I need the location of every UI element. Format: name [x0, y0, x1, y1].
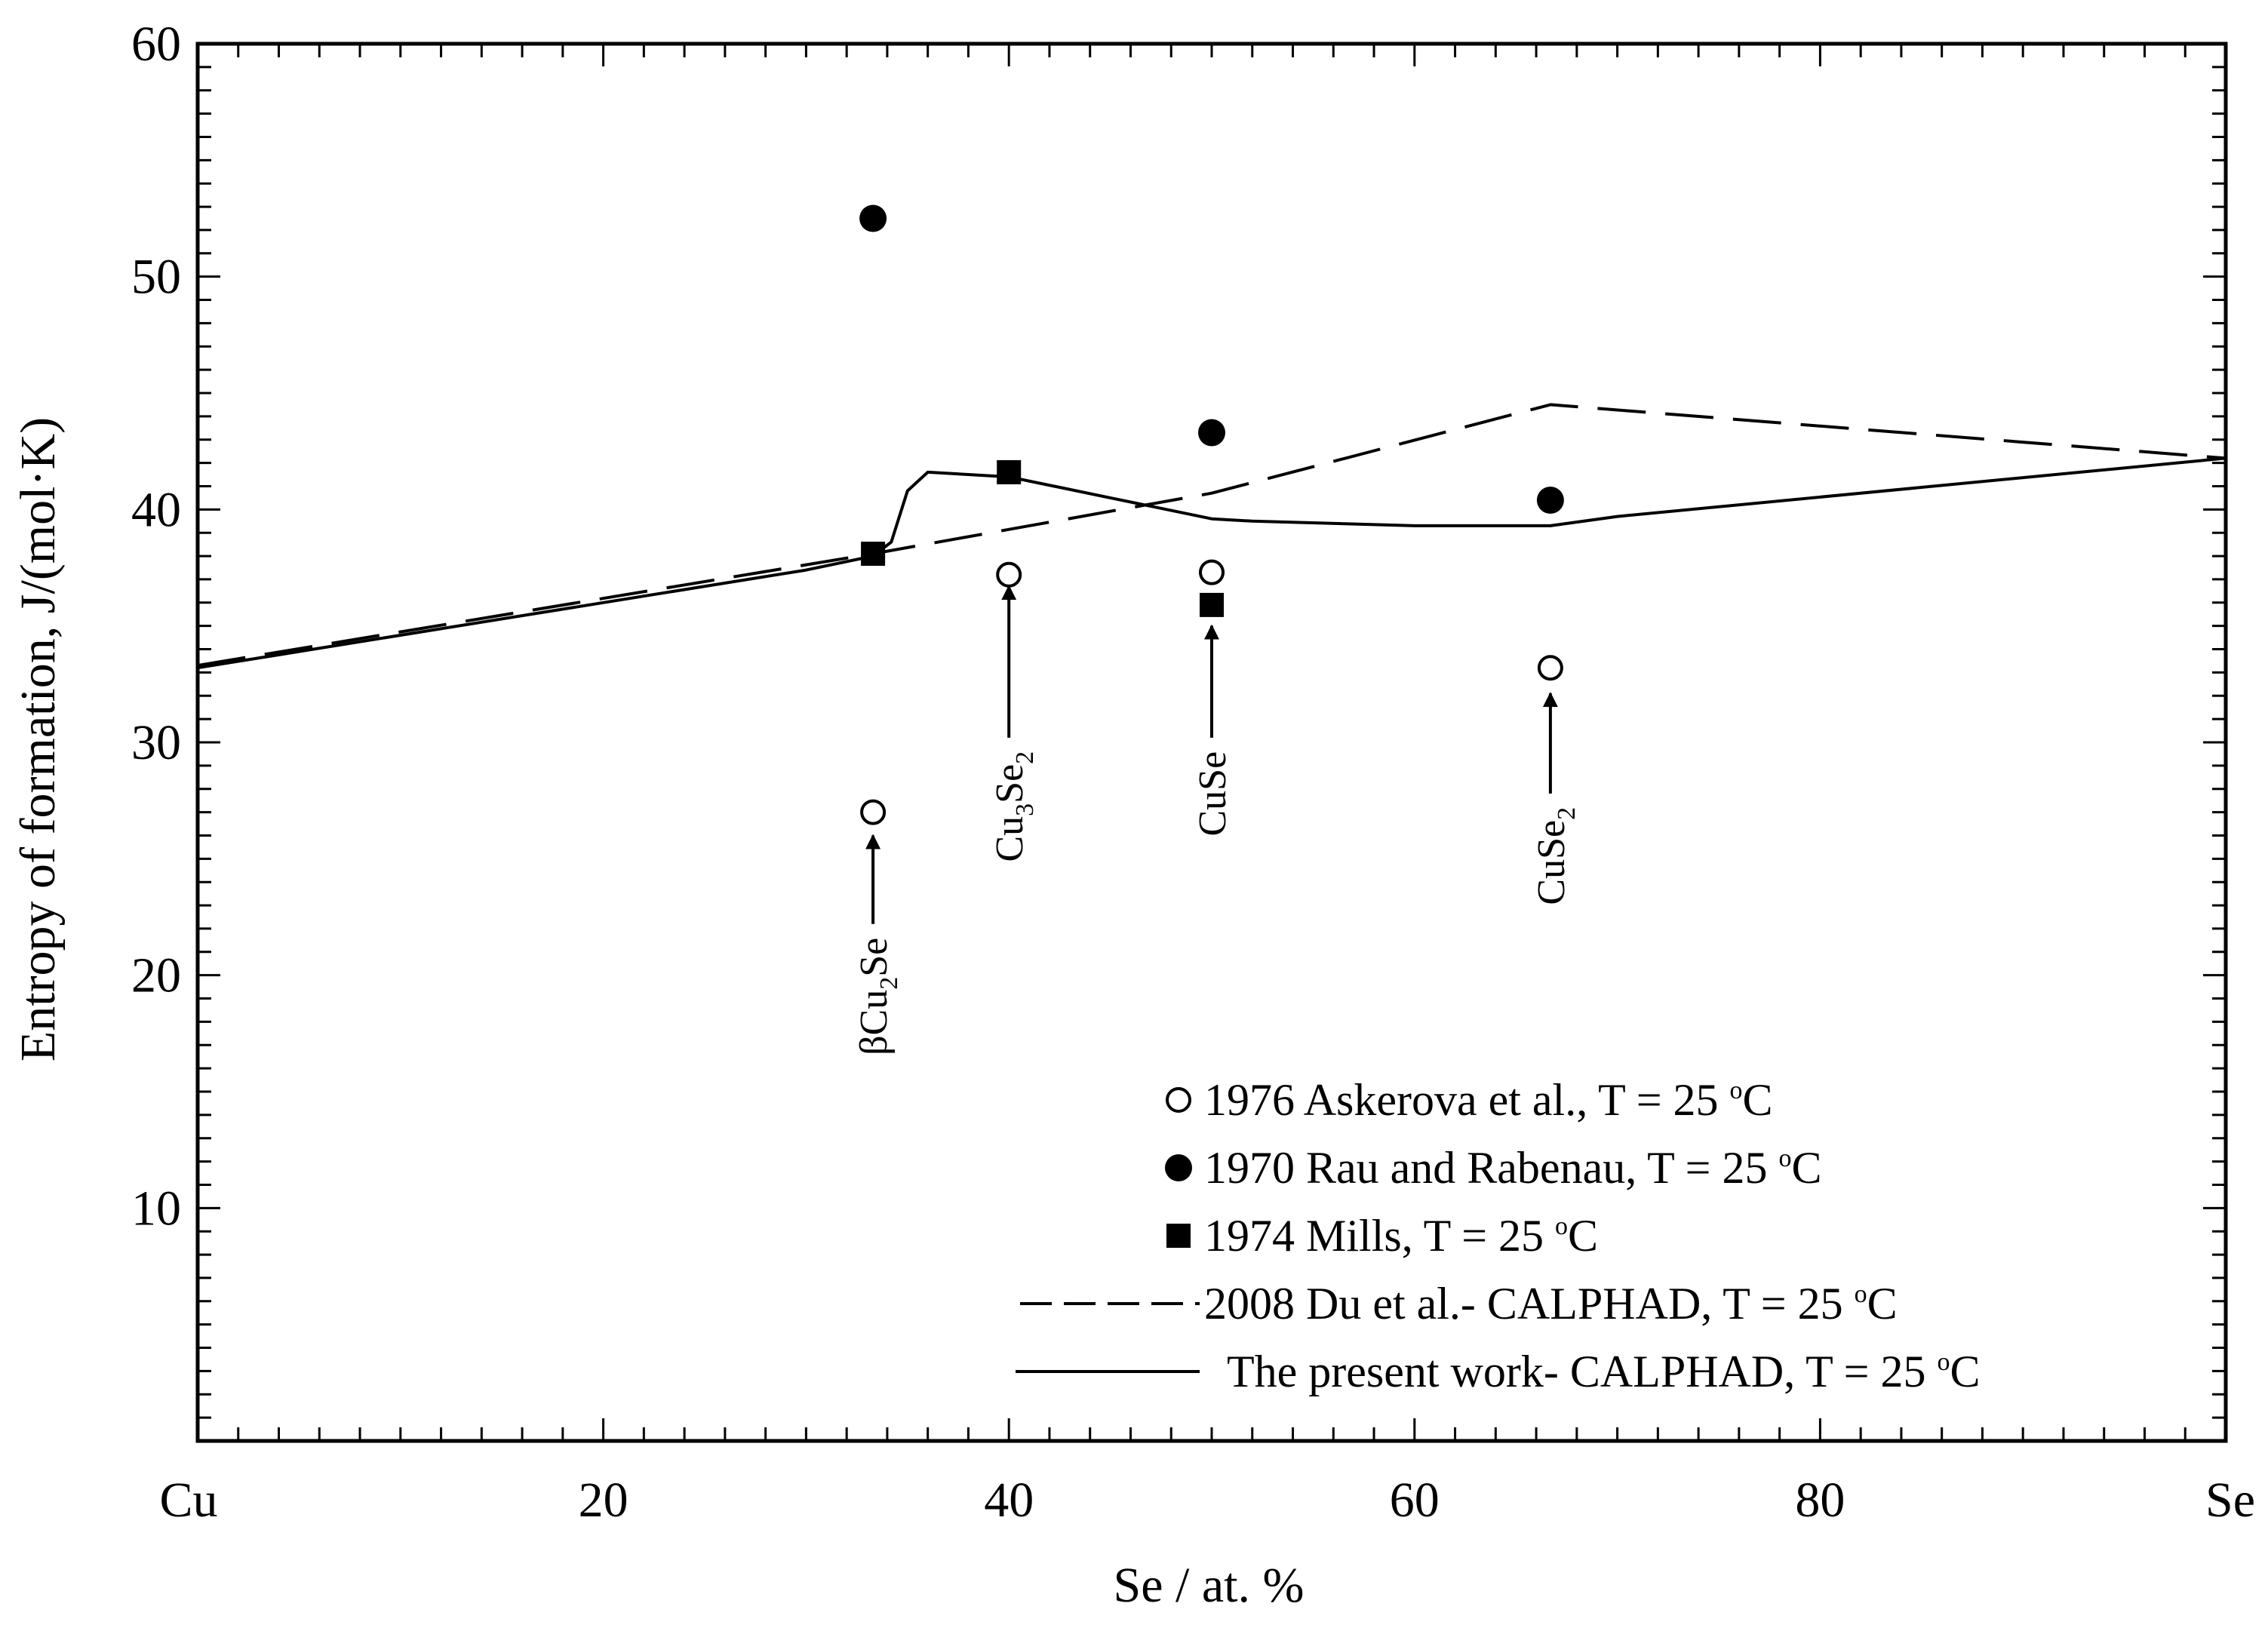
y-tick-label: 40: [131, 482, 181, 537]
y-tick-label: 10: [131, 1181, 181, 1236]
legend-entry-tail: C: [1950, 1347, 1981, 1396]
y-axis-title: Entropy of formation, J/(mol·K): [11, 417, 66, 1061]
legend-key-open-circle: [1166, 1087, 1191, 1113]
beta-cu2se-label-sub: 2: [875, 977, 903, 990]
cuse-label: CuSe: [1191, 751, 1234, 837]
legend-key-filled-square: [1166, 1224, 1191, 1248]
legend-entry-tail: C: [1867, 1279, 1898, 1329]
plot-frame-group: Cu 20 40 60 80 Se 10 20 30 40 50 60: [131, 17, 2255, 1528]
x-tick-label: 40: [984, 1473, 1034, 1528]
legend-entry-2: 1974 Mills, T = 25 oC: [1204, 1211, 1598, 1261]
beta-cu2se-label-main: βCu: [853, 990, 896, 1055]
legend-entry-main: 1976 Askerova et al., T = 25: [1204, 1075, 1730, 1125]
series-group: [197, 204, 2227, 825]
legend-entry-main: 1970 Rau and Rabenau, T = 25: [1204, 1143, 1779, 1193]
legend-entry-4: The present work- CALPHAD, T = 25 oC: [1227, 1347, 1981, 1396]
beta-cu2se-label-tail: Se: [853, 938, 896, 977]
series-line-3: [197, 403, 2227, 668]
data-point-filled-square: [861, 541, 886, 566]
legend-entry-main: The present work- CALPHAD, T = 25: [1227, 1347, 1938, 1396]
cu3se2-label-sub2: 2: [1011, 751, 1039, 764]
cuse-label-main: CuSe: [1191, 751, 1234, 837]
legend-entry-sup: o: [1555, 1212, 1568, 1240]
x-tick-label: 60: [1390, 1473, 1440, 1528]
x-tick-label: 20: [579, 1473, 628, 1528]
x-axis-title: Se / at. %: [1114, 1558, 1305, 1613]
cuse2-label-main: CuSe: [1530, 820, 1573, 905]
x-tick-label: 80: [1795, 1473, 1845, 1528]
y-tick-label: 30: [131, 715, 181, 770]
data-point-open-circle: [1537, 655, 1563, 681]
data-point-filled-circle: [859, 204, 887, 232]
axis-labels-group: Se / at. % Entropy of formation, J/(mol·…: [11, 417, 1304, 1613]
data-point-open-circle: [1199, 559, 1225, 585]
legend-entry-sup: o: [1938, 1348, 1950, 1376]
data-point-filled-circle: [1536, 486, 1564, 514]
legend-entry-1: 1970 Rau and Rabenau, T = 25 oC: [1204, 1143, 1822, 1193]
legend-entry-sup: o: [1779, 1144, 1792, 1172]
data-point-filled-square: [997, 459, 1022, 484]
cu3se2-label-sub: 3: [1011, 803, 1039, 816]
legend-entry-tail: C: [1568, 1211, 1598, 1261]
legend-entry-3: 2008 Du et al.- CALPHAD, T = 25 oC: [1204, 1279, 1898, 1329]
y-tick-label: 60: [131, 17, 181, 72]
beta-cu2se-label: βCu2Se: [853, 938, 903, 1055]
y-tick-label: 50: [131, 250, 181, 305]
y-tick-label: 20: [131, 948, 181, 1003]
legend-entry-sup: o: [1855, 1280, 1867, 1308]
cuse2-label: CuSe2: [1530, 807, 1581, 905]
legend-entry-main: 1974 Mills, T = 25: [1204, 1211, 1555, 1261]
legend-key-filled-circle: [1165, 1154, 1192, 1181]
cu3se2-label-mid: Se: [988, 764, 1031, 803]
x-tick-label: Se: [2205, 1473, 2255, 1528]
legend-entry-0: 1976 Askerova et al., T = 25 oC: [1204, 1075, 1773, 1125]
legend-entry-tail: C: [1743, 1075, 1773, 1125]
cu3se2-label-main: Cu: [988, 816, 1031, 862]
data-point-filled-circle: [1198, 419, 1225, 447]
legend-entry-tail: C: [1792, 1143, 1822, 1193]
legend-entry-main: 2008 Du et al.- CALPHAD, T = 25: [1204, 1279, 1855, 1329]
data-point-open-circle: [860, 799, 887, 825]
legend-entry-sup: o: [1730, 1077, 1743, 1104]
cuse2-label-sub: 2: [1553, 807, 1581, 820]
x-tick-label: Cu: [159, 1473, 217, 1528]
data-point-open-circle: [996, 561, 1022, 588]
cu3se2-label: Cu3Se2: [988, 751, 1039, 862]
data-point-filled-square: [1200, 592, 1224, 617]
series-line-4: [197, 456, 2227, 670]
